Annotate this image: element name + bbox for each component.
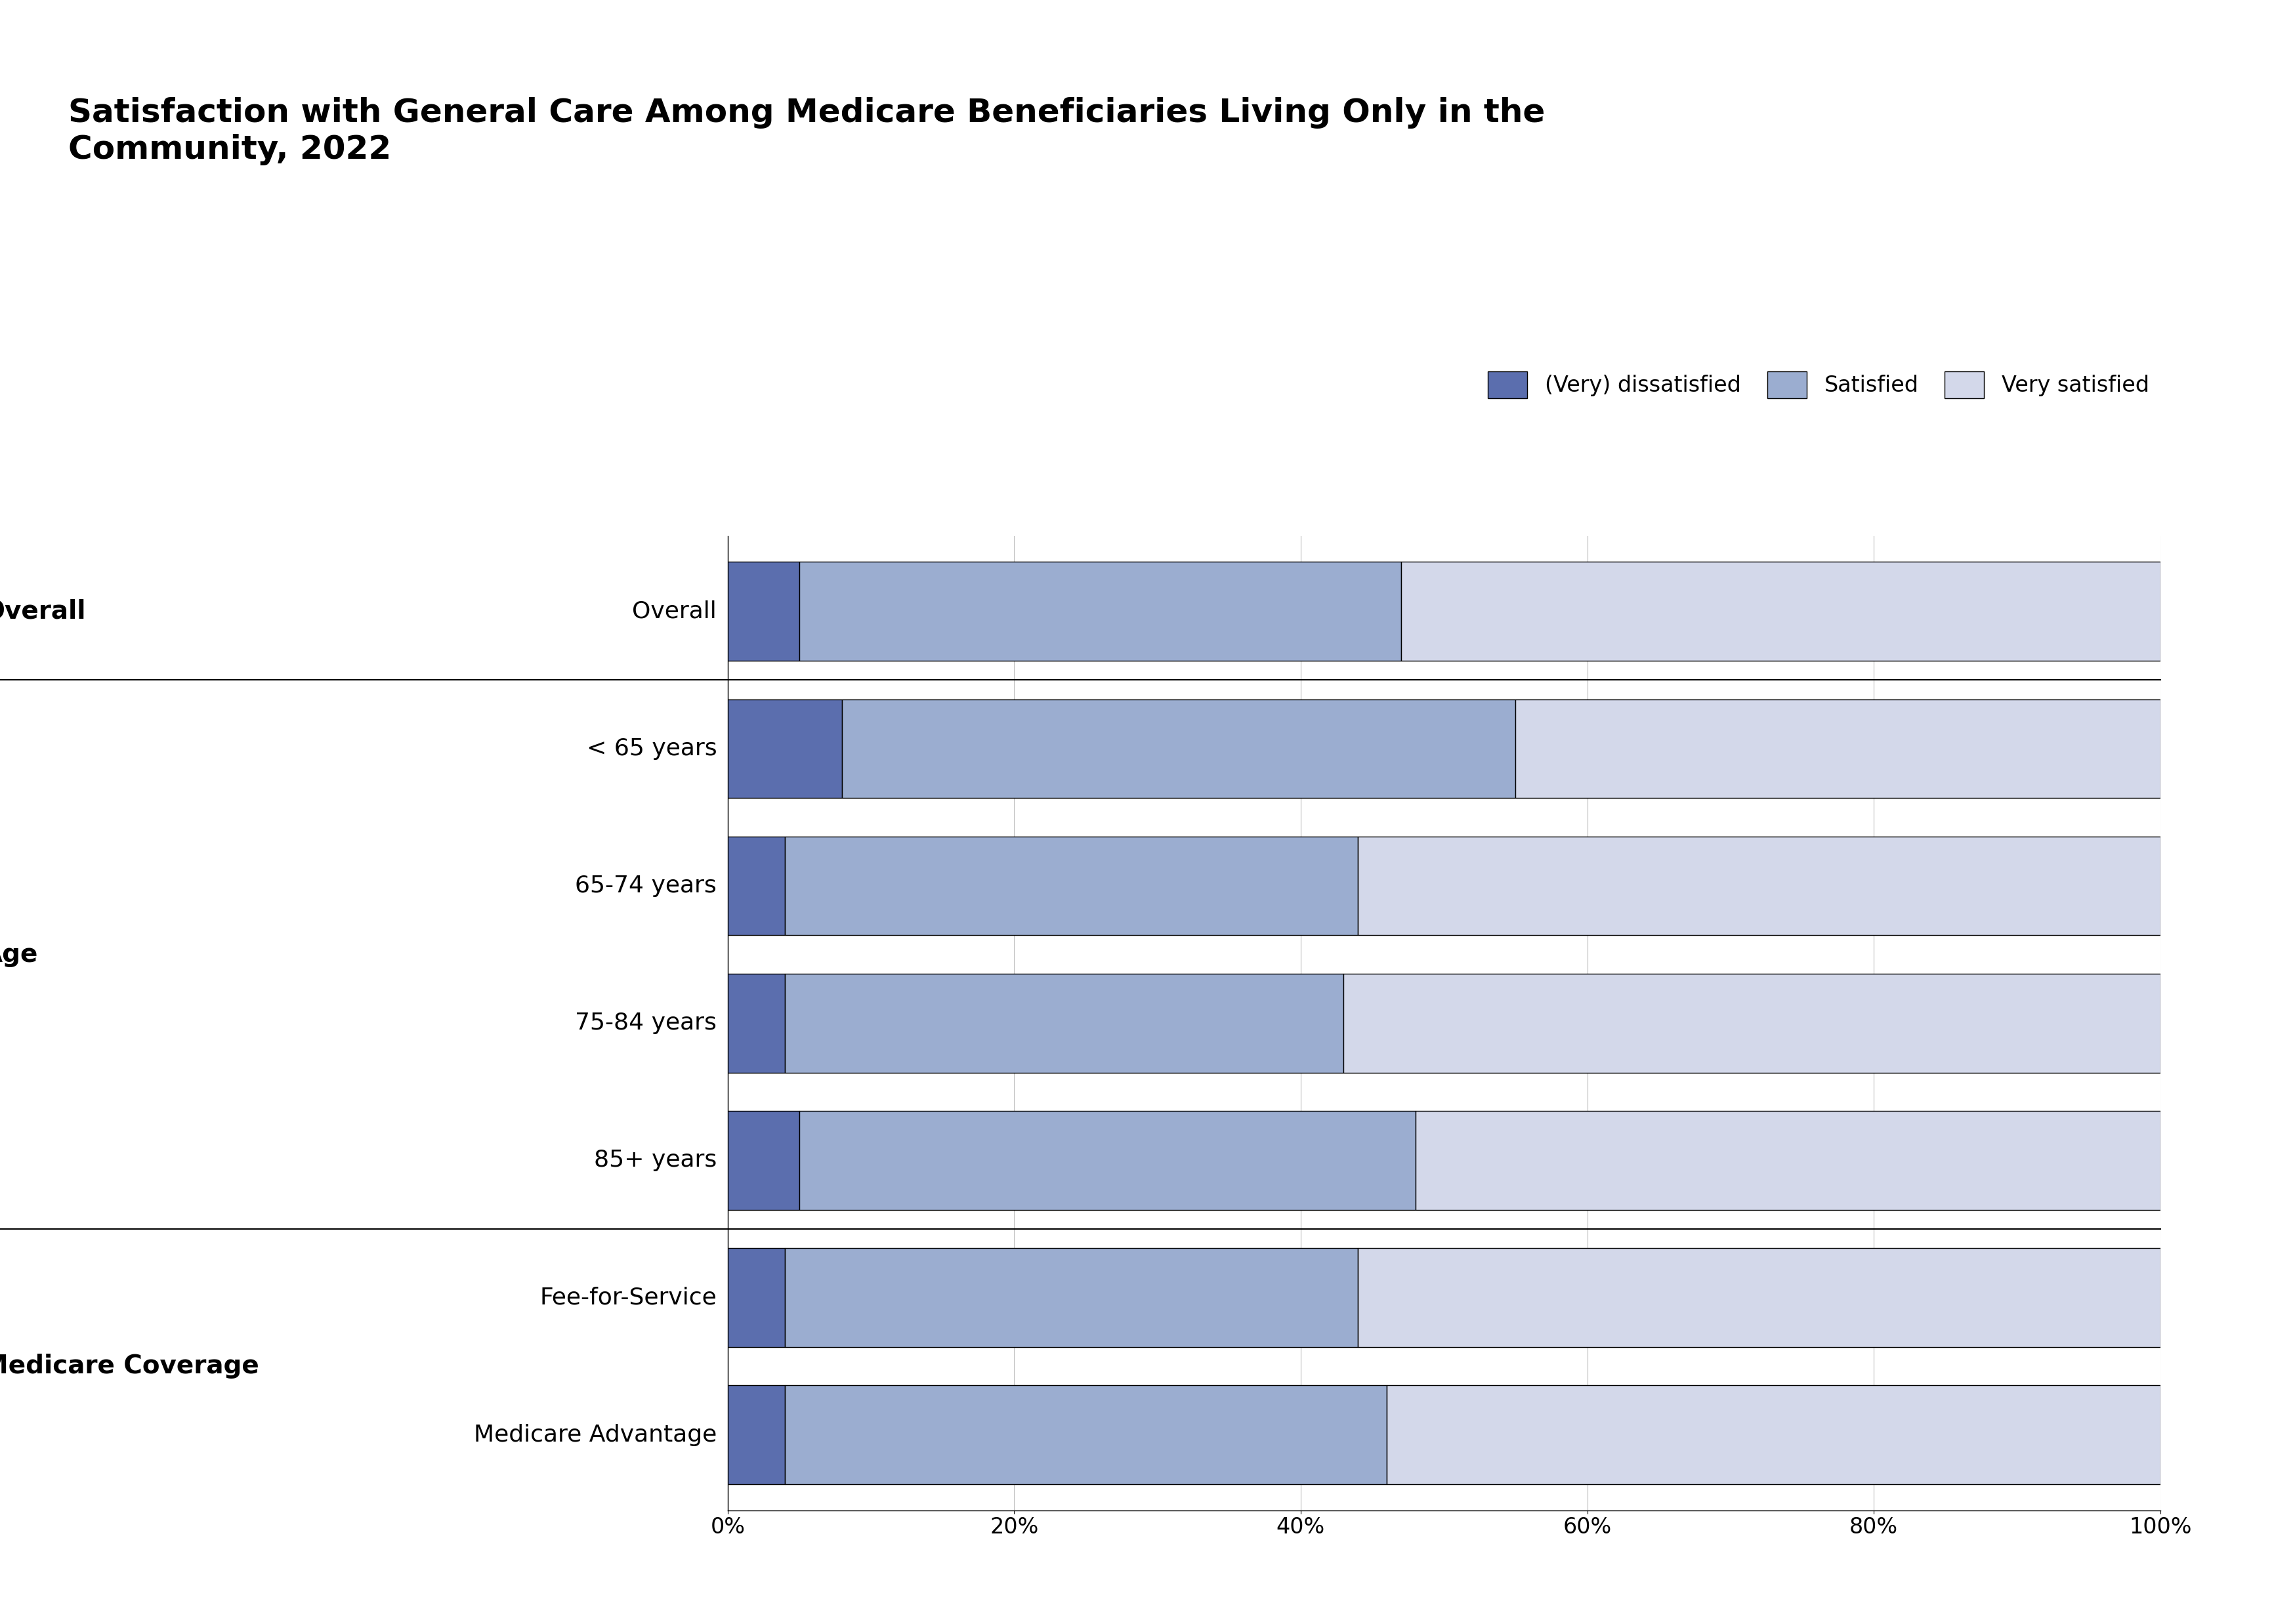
Bar [1401, 562, 2160, 661]
Bar [841, 700, 1514, 797]
Bar [1514, 700, 2160, 797]
Bar [785, 1249, 1358, 1346]
Bar [1358, 836, 2160, 935]
Legend: (Very) dissatisfied, Satisfied, Very satisfied: (Very) dissatisfied, Satisfied, Very sat… [1487, 372, 2149, 398]
Bar [785, 1385, 1387, 1484]
Bar [1344, 974, 2160, 1072]
Text: Medicare Coverage: Medicare Coverage [0, 1354, 259, 1379]
Bar [728, 1249, 785, 1346]
Bar [1387, 1385, 2160, 1484]
Text: Overall: Overall [0, 599, 86, 624]
Text: Age: Age [0, 942, 39, 966]
Bar [785, 974, 1344, 1072]
Bar [728, 562, 800, 661]
Bar [728, 1111, 800, 1210]
Bar [1414, 1111, 2160, 1210]
Bar [728, 1385, 785, 1484]
Bar [785, 836, 1358, 935]
Bar [800, 1111, 1414, 1210]
Bar [728, 974, 785, 1072]
Bar [800, 562, 1401, 661]
Bar [728, 836, 785, 935]
Bar [1358, 1249, 2160, 1346]
Bar [728, 700, 841, 797]
Text: Satisfaction with General Care Among Medicare Beneficiaries Living Only in the
C: Satisfaction with General Care Among Med… [68, 97, 1544, 166]
